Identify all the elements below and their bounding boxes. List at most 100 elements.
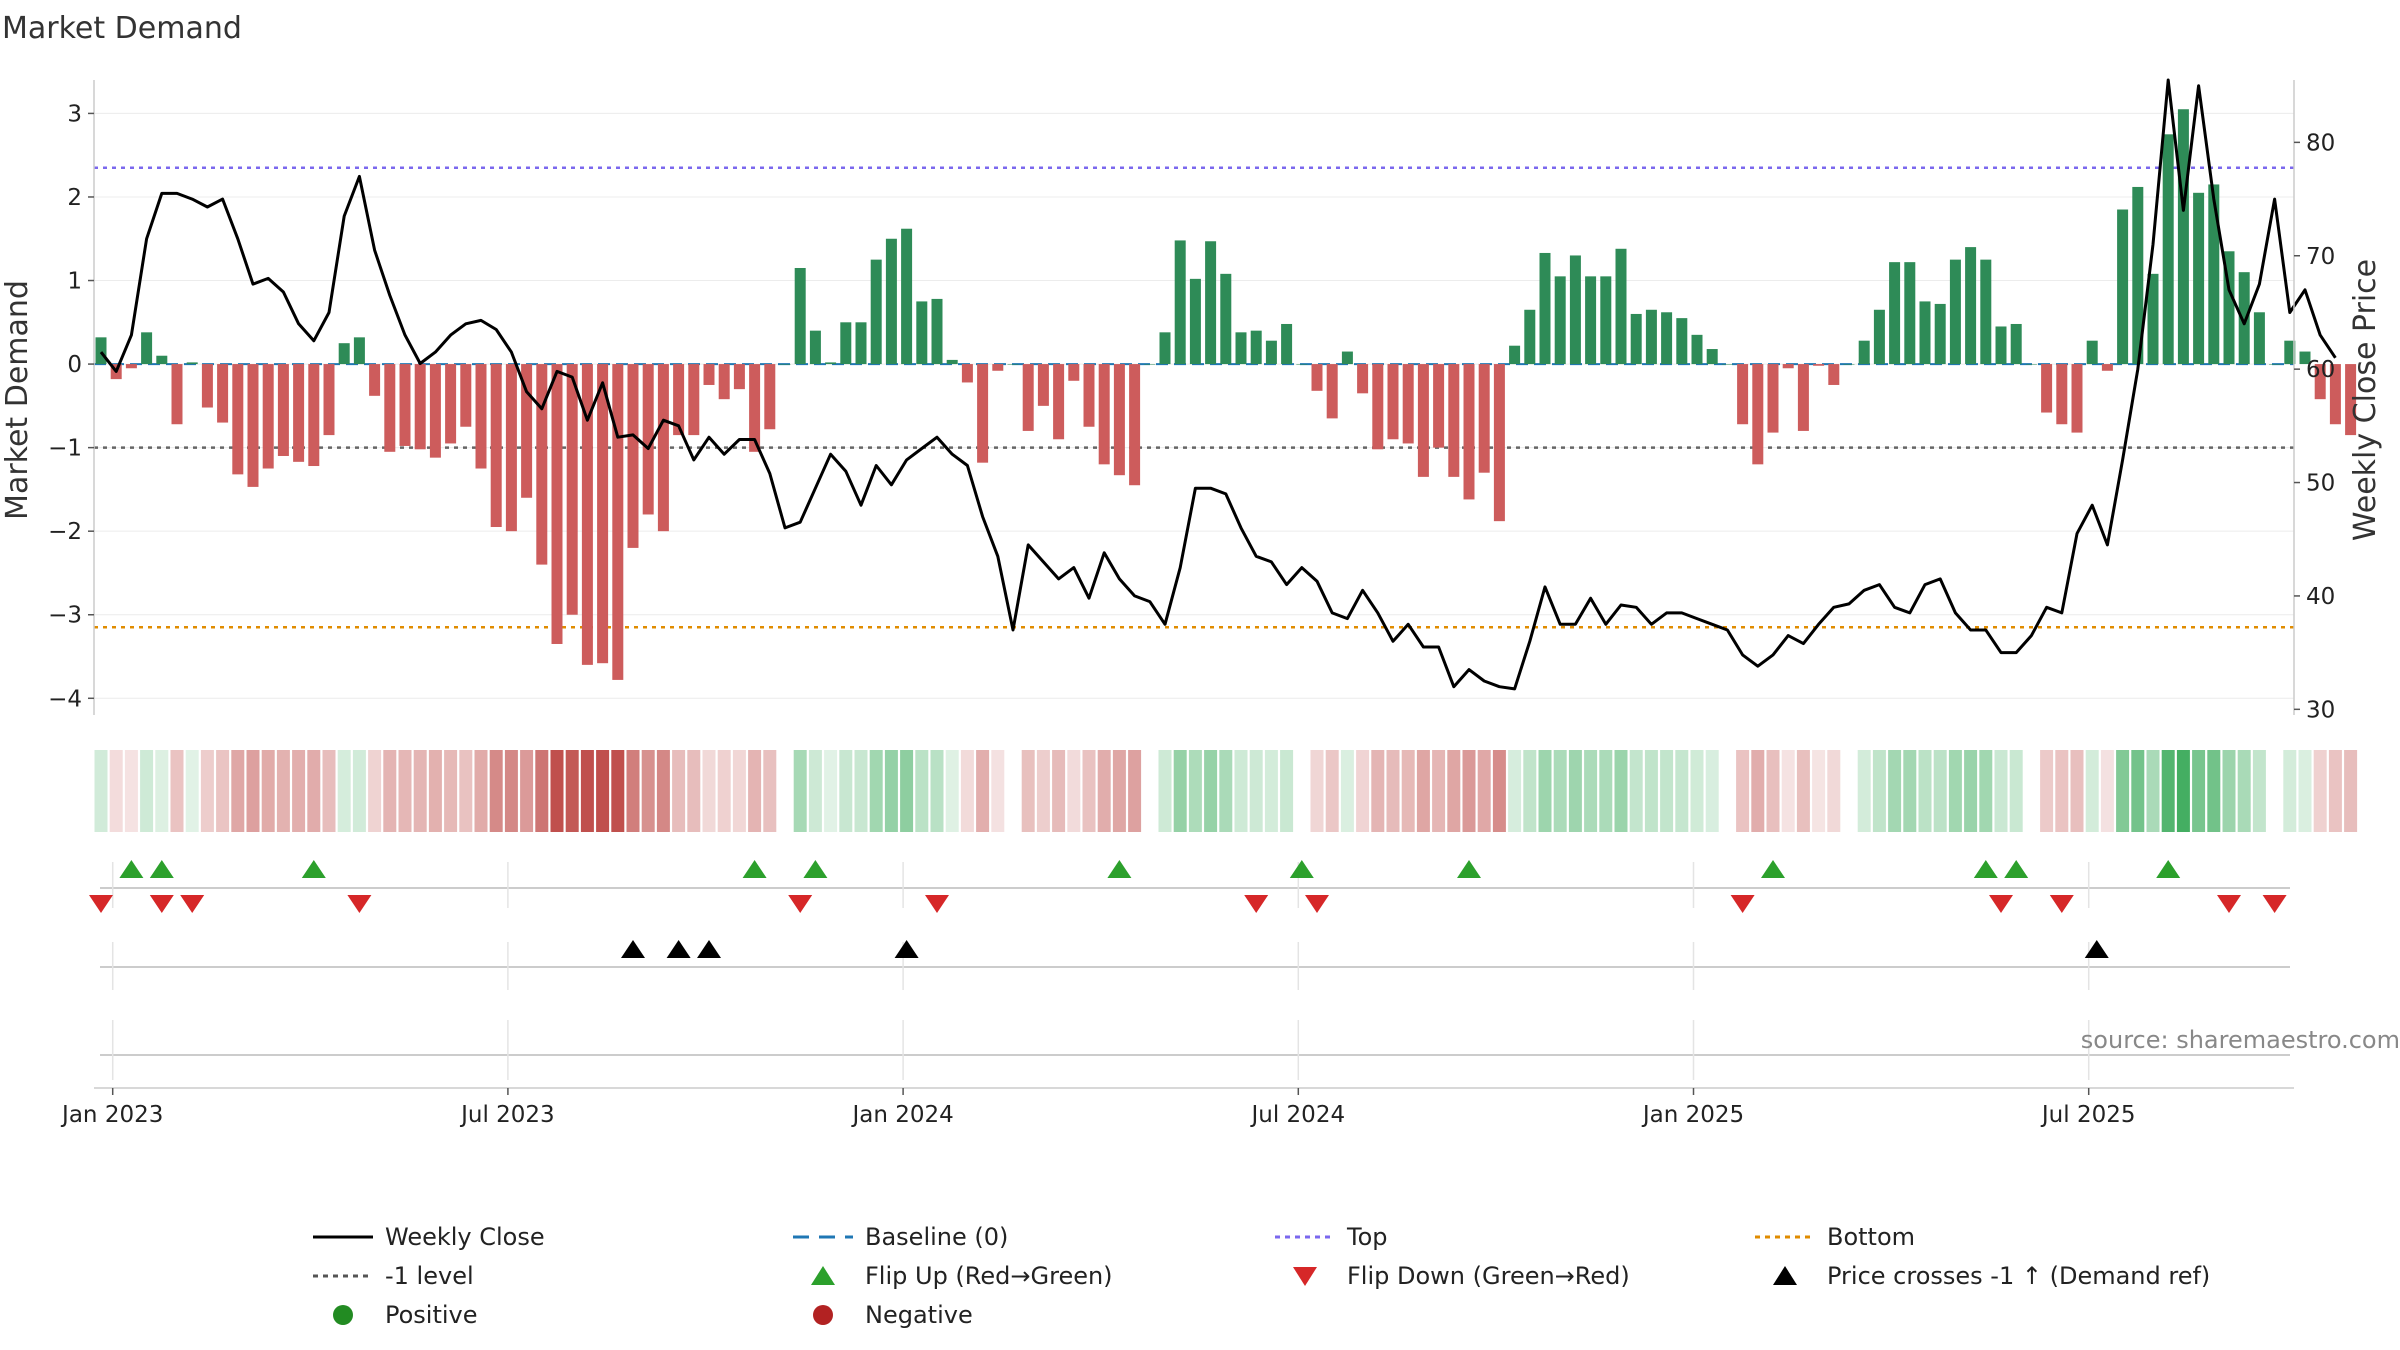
heat-cell	[1158, 750, 1172, 832]
heat-cell	[504, 750, 518, 832]
heat-cell	[580, 750, 594, 832]
y2-tick-label: 70	[2306, 244, 2335, 270]
heat-cell	[2176, 750, 2190, 832]
heat-cell	[1948, 750, 1962, 832]
heat-cell	[428, 750, 442, 832]
flip-up-marker	[149, 860, 174, 878]
heat-cell	[1128, 750, 1142, 832]
demand-bar	[1098, 364, 1110, 465]
demand-bar	[1007, 364, 1019, 365]
heat-cell	[550, 750, 564, 832]
demand-bar	[277, 364, 289, 456]
demand-bar	[1843, 364, 1855, 365]
demand-bar	[2117, 209, 2129, 365]
legend-label: Negative	[865, 1301, 973, 1329]
demand-bar	[1037, 364, 1049, 406]
weekly-close-path	[99, 78, 2337, 691]
y2-tick-label: 30	[2306, 697, 2335, 723]
demand-bar	[946, 359, 958, 365]
heat-cell	[2207, 750, 2221, 832]
heat-cell	[1584, 750, 1598, 832]
demand-bar	[1083, 364, 1095, 427]
heat-cell	[1340, 750, 1354, 832]
heat-cell	[489, 750, 503, 832]
heat-cell	[2344, 750, 2358, 832]
source-note: source: sharemaestro.com	[2081, 1026, 2400, 1054]
demand-bar	[794, 267, 806, 365]
demand-bar	[95, 337, 107, 365]
flip-up-marker	[301, 860, 326, 878]
legend-label: Top	[1346, 1223, 1388, 1251]
x-ticks: Jan 2023 Jul 2023 Jan 2024 Jul 2024 Jan 2025…	[60, 1087, 2294, 1128]
heat-cell	[94, 750, 108, 832]
demand-bar	[1919, 301, 1931, 365]
heat-cell	[444, 750, 458, 832]
y-tick-label: 3	[67, 101, 82, 127]
demand-bar	[2329, 364, 2341, 425]
heat-cell	[1933, 750, 1947, 832]
heat-cell	[1234, 750, 1248, 832]
heat-cell	[960, 750, 974, 832]
demand-bar	[399, 364, 411, 446]
demand-bar	[1569, 255, 1581, 365]
flip-down-marker	[2049, 895, 2074, 913]
heat-cell	[1538, 750, 1552, 832]
heat-cell	[763, 750, 777, 832]
y-tick-label: −2	[48, 519, 82, 545]
heat-cell	[1918, 750, 1932, 832]
heat-cell	[1644, 750, 1658, 832]
x-tick-label: Jan 2023	[60, 1102, 163, 1128]
demand-bar	[2025, 364, 2037, 365]
demand-bar	[718, 364, 730, 400]
demand-bar	[1372, 364, 1384, 450]
heat-cell	[216, 750, 230, 832]
heat-cell	[261, 750, 275, 832]
y-tick-label: −1	[48, 436, 82, 462]
legend-swatch	[1773, 1266, 1797, 1285]
demand-bar	[1661, 312, 1673, 365]
demand-bar	[1174, 240, 1186, 365]
heat-cell	[2146, 750, 2160, 832]
legend-swatch	[811, 1266, 835, 1285]
demand-bar	[1433, 364, 1445, 448]
legend: Weekly Close Baseline (0) Top Bottom -1 leve…	[313, 1223, 2210, 1329]
demand-bar	[262, 364, 274, 469]
heat-cell	[2313, 750, 2327, 832]
demand-bar	[764, 364, 776, 430]
demand-bar	[414, 364, 426, 450]
heat-cell	[900, 750, 914, 832]
heat-cell	[1523, 750, 1537, 832]
demand-bar	[627, 364, 639, 548]
legend-swatch	[333, 1305, 353, 1325]
demand-bar	[475, 364, 487, 469]
heat-cell	[1964, 750, 1978, 832]
demand-bar	[733, 364, 745, 390]
heat-cell	[459, 750, 473, 832]
demand-bar	[1873, 309, 1885, 365]
demand-bar	[1296, 364, 1308, 365]
demand-heat-strip	[94, 750, 2358, 832]
heat-cell	[1112, 750, 1126, 832]
demand-bar	[1585, 276, 1597, 365]
demand-bar	[1828, 364, 1840, 385]
demand-bar	[1721, 364, 1733, 365]
demand-bar	[2299, 351, 2311, 365]
demand-bar	[961, 364, 973, 383]
heat-cell	[155, 750, 169, 832]
demand-bar	[1235, 332, 1247, 365]
heat-cell	[140, 750, 154, 832]
demand-bar	[703, 364, 715, 385]
demand-bar	[2193, 192, 2205, 365]
heat-cell	[276, 750, 290, 832]
flip-up-marker	[1289, 860, 1314, 878]
heat-cell	[1082, 750, 1096, 832]
demand-bar	[1706, 349, 1718, 365]
heat-cell	[307, 750, 321, 832]
heat-cell	[1629, 750, 1643, 832]
demand-bar	[2284, 340, 2296, 365]
demand-bar	[779, 364, 791, 365]
flip-down-marker	[347, 895, 372, 913]
heat-cell	[109, 750, 123, 832]
demand-bar	[1691, 334, 1703, 365]
heat-cell	[1173, 750, 1187, 832]
